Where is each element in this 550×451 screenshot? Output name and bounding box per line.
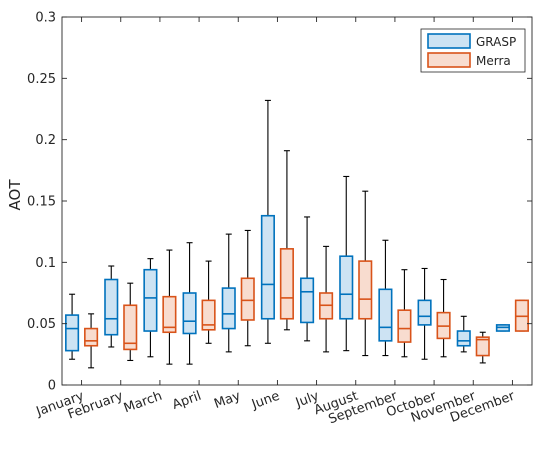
box-grasp-september (378, 239, 393, 357)
box-body (201, 299, 216, 331)
x-tick-label: April (170, 389, 203, 413)
box-body (397, 309, 412, 343)
box-merra-november (475, 331, 490, 364)
box-grasp-may (221, 233, 236, 353)
box-body (162, 295, 177, 334)
box-body (417, 299, 432, 326)
legend-swatch-merra (427, 52, 471, 68)
box-merra-june (279, 150, 294, 331)
box-merra-april (201, 260, 216, 344)
plot-area (65, 99, 529, 369)
box-body (123, 304, 138, 351)
box-body (260, 214, 275, 320)
y-tick-label: 0.1 (35, 256, 56, 271)
y-tick-label: 0.05 (27, 317, 56, 332)
box-body (240, 277, 255, 321)
box-body (65, 314, 80, 352)
box-body (221, 287, 236, 330)
box-merra-january (84, 313, 99, 369)
box-merra-october (436, 278, 451, 358)
legend-swatch-grasp (427, 33, 471, 49)
y-tick-label: 0 (48, 379, 56, 394)
box-grasp-january (65, 293, 80, 360)
legend-label-grasp: GRASP (476, 35, 516, 49)
y-tick-label: 0.3 (35, 11, 56, 26)
legend-label-merra: Merra (476, 54, 511, 68)
box-merra-february (123, 282, 138, 362)
box-merra-august (358, 190, 373, 357)
box-body (143, 268, 158, 332)
x-tick-label: May (212, 389, 243, 412)
box-body (182, 292, 197, 335)
box-grasp-april (182, 242, 197, 365)
box-merra-december (514, 299, 529, 332)
box-body (475, 336, 490, 357)
box-grasp-august (339, 175, 354, 352)
box-body (104, 278, 119, 336)
x-tick-label: June (249, 389, 282, 413)
box-body (84, 327, 99, 347)
box-body (358, 260, 373, 320)
box-body (339, 255, 354, 320)
y-tick-label: 0.2 (35, 133, 56, 148)
y-axis-label: AOT (6, 179, 24, 211)
legend: GRASP Merra (420, 28, 526, 73)
box-grasp-november (456, 315, 471, 353)
box-body (279, 248, 294, 320)
box-merra-march (162, 249, 177, 365)
x-tick-label: March (122, 389, 164, 417)
box-grasp-december (495, 324, 510, 332)
box-grasp-july (300, 216, 315, 342)
box-merra-july (319, 245, 334, 353)
box-grasp-june (260, 99, 275, 344)
box-grasp-february (104, 265, 119, 348)
y-tick-label: 0.25 (27, 72, 56, 87)
box-merra-september (397, 269, 412, 358)
box-body (300, 277, 315, 324)
box-grasp-march (143, 258, 158, 358)
box-body (378, 288, 393, 342)
y-tick-label: 0.15 (27, 195, 56, 210)
axes: 00.050.10.150.20.250.3JanuaryFebruaryMar… (27, 11, 533, 427)
box-merra-may (240, 229, 255, 347)
box-grasp-october (417, 267, 432, 360)
box-body (456, 330, 471, 347)
